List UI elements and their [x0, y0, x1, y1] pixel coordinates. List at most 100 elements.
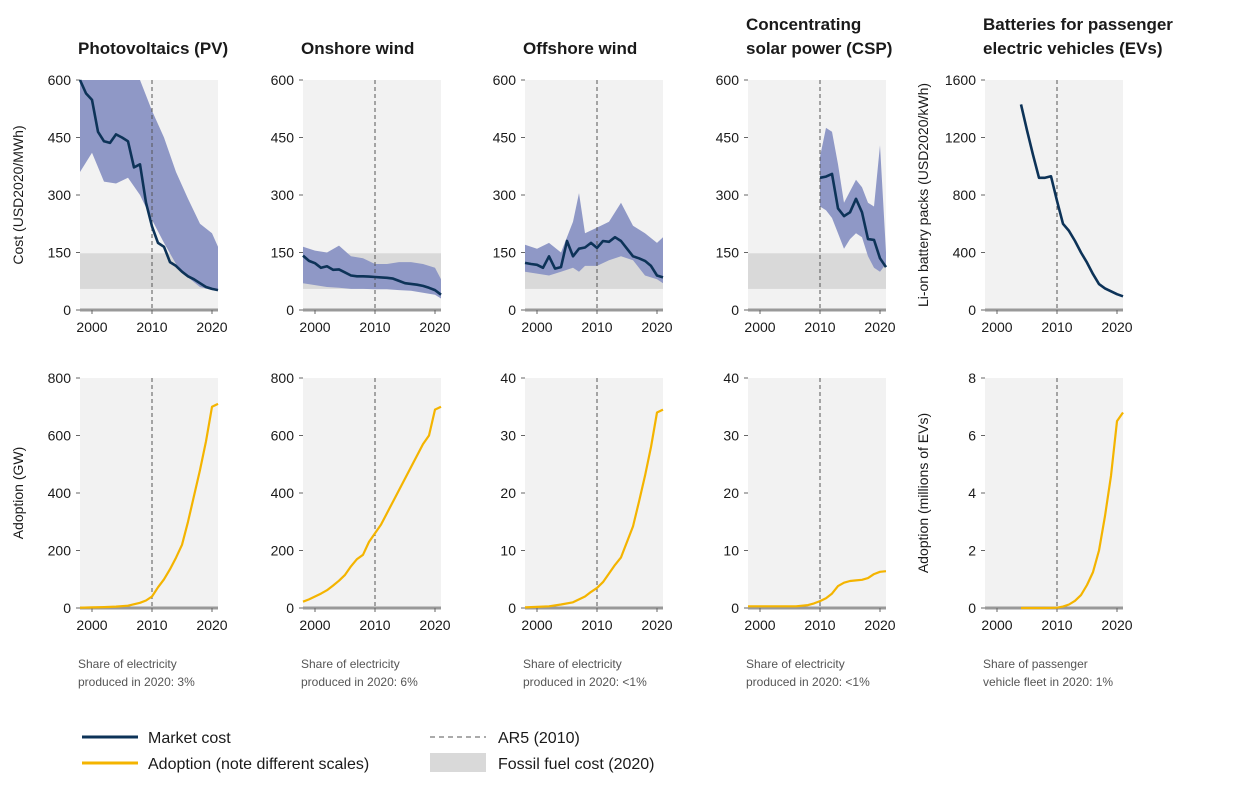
y-tick-label: 450 [48, 130, 72, 146]
x-tick-label: 2020 [864, 319, 895, 335]
x-tick-label: 2000 [521, 617, 552, 633]
legend-fossil-swatch [430, 753, 486, 772]
y-axis-label: Adoption (millions of EVs) [915, 413, 931, 573]
panel-offshore-adoption: 0 10 20 30 40 2000 2010 2020 Share of electricit… [500, 370, 672, 689]
share-note-line: Share of electricity [523, 657, 622, 671]
market-cost-line [524, 235, 664, 279]
y-tick-label: 30 [500, 428, 516, 444]
share-note-line: Share of electricity [746, 657, 845, 671]
y-tick-label: 0 [508, 600, 516, 616]
y-tick-label: 400 [953, 245, 977, 261]
y-tick-label: 400 [271, 485, 295, 501]
x-tick-label: 2020 [641, 617, 672, 633]
plot-background [748, 378, 886, 608]
cost-uncertainty-band [80, 80, 218, 291]
x-tick-label: 2020 [864, 617, 895, 633]
y-tick-label: 0 [286, 600, 294, 616]
y-tick-label: 2 [968, 543, 976, 559]
share-note: Share of electricity produced in 2020: <1… [523, 657, 647, 689]
adoption-line [524, 408, 664, 609]
y-tick-label: 40 [723, 370, 739, 386]
y-axis-label: Adoption (GW) [10, 447, 26, 540]
panel-title-line: Concentrating [746, 15, 861, 34]
y-tick-label: 20 [500, 485, 516, 501]
x-tick-label: 2000 [744, 617, 775, 633]
y-tick-label: 600 [716, 72, 740, 88]
y-tick-label: 600 [271, 428, 295, 444]
y-tick-label: 800 [953, 187, 977, 203]
y-tick-label: 600 [271, 72, 295, 88]
y-tick-label: 450 [716, 130, 740, 146]
y-tick-label: 450 [493, 130, 517, 146]
share-note-line: Share of electricity [301, 657, 400, 671]
legend: Market cost Adoption (note different scal… [82, 730, 655, 773]
x-tick-label: 2000 [744, 319, 775, 335]
y-tick-label: 150 [271, 245, 295, 261]
y-tick-label: 150 [48, 245, 72, 261]
share-note: Share of electricity produced in 2020: 3% [78, 657, 195, 689]
y-tick-label: 6 [968, 428, 976, 444]
x-tick-label: 2010 [359, 617, 390, 633]
x-tick-label: 2000 [521, 319, 552, 335]
panel-csp-cost: 0 150 300 450 600 2000 2010 2020 Concentrating so… [716, 15, 896, 335]
panel-title: Offshore wind [523, 39, 637, 58]
x-tick-label: 2000 [299, 319, 330, 335]
y-tick-label: 8 [968, 370, 976, 386]
y-tick-label: 300 [48, 187, 72, 203]
x-tick-label: 2010 [136, 319, 167, 335]
plot-background [525, 378, 663, 608]
share-note-line: produced in 2020: <1% [746, 675, 870, 689]
panel-title: Onshore wind [301, 39, 414, 58]
plot-background [985, 378, 1123, 608]
x-tick-label: 2020 [419, 319, 450, 335]
x-tick-label: 2000 [981, 319, 1012, 335]
cost-uncertainty-band [303, 245, 441, 299]
x-tick-label: 2000 [299, 617, 330, 633]
y-tick-label: 200 [48, 543, 72, 559]
adoption-line [748, 570, 887, 608]
y-tick-label: 800 [271, 370, 295, 386]
panel-title-line: Photovoltaics (PV) [78, 39, 228, 58]
panel-ev-cost: 0 400 800 1200 1600 2000 2010 2020 Batteries for… [915, 15, 1173, 335]
panel-onshore-adoption: 0 200 400 600 800 2000 2010 2020 Share of electr… [271, 370, 451, 689]
x-tick-label: 2000 [981, 617, 1012, 633]
legend-fossil-label: Fossil fuel cost (2020) [498, 756, 655, 773]
panel-title-line: solar power (CSP) [746, 39, 892, 58]
y-tick-label: 300 [271, 187, 295, 203]
cost-uncertainty-band [525, 193, 663, 284]
y-tick-label: 450 [271, 130, 295, 146]
panel-ev-adoption: 0 2 4 6 8 2000 2010 2020 Adoption (millions of E… [915, 370, 1133, 689]
share-note: Share of electricity produced in 2020: 6% [301, 657, 418, 689]
panel-title-line: Offshore wind [523, 39, 637, 58]
y-tick-label: 0 [968, 600, 976, 616]
share-note-line: Share of electricity [78, 657, 177, 671]
y-tick-label: 0 [63, 302, 71, 318]
y-tick-label: 1200 [945, 130, 976, 146]
x-tick-label: 2010 [804, 319, 835, 335]
y-tick-label: 40 [500, 370, 516, 386]
y-axis-label: Li-on battery packs (USD2020/kWh) [915, 83, 931, 307]
y-tick-label: 300 [716, 187, 740, 203]
fossil-fuel-cost-band [748, 253, 886, 289]
x-tick-label: 2020 [1101, 319, 1132, 335]
market-cost-line [819, 172, 888, 268]
share-note-line: produced in 2020: 6% [301, 675, 418, 689]
x-tick-label: 2010 [581, 617, 612, 633]
x-tick-label: 2010 [136, 617, 167, 633]
plot-background [80, 378, 218, 608]
y-tick-label: 10 [723, 543, 739, 559]
y-tick-label: 0 [968, 302, 976, 318]
y-tick-label: 20 [723, 485, 739, 501]
x-tick-label: 2000 [76, 319, 107, 335]
market-cost-line [1019, 104, 1124, 298]
adoption-line [302, 405, 442, 603]
panel-pv-cost: 0 150 300 450 600 2000 2010 2020 Photovoltaics (… [10, 39, 228, 335]
y-tick-label: 600 [48, 428, 72, 444]
panel-title: Concentrating solar power (CSP) [746, 15, 892, 58]
panel-onshore-cost: 0 150 300 450 600 2000 2010 2020 Onshore wind [271, 39, 451, 335]
x-tick-label: 2020 [196, 617, 227, 633]
share-note: Share of passenger vehicle fleet in 2020:… [983, 657, 1113, 689]
market-cost-line [302, 254, 442, 296]
x-tick-label: 2010 [581, 319, 612, 335]
